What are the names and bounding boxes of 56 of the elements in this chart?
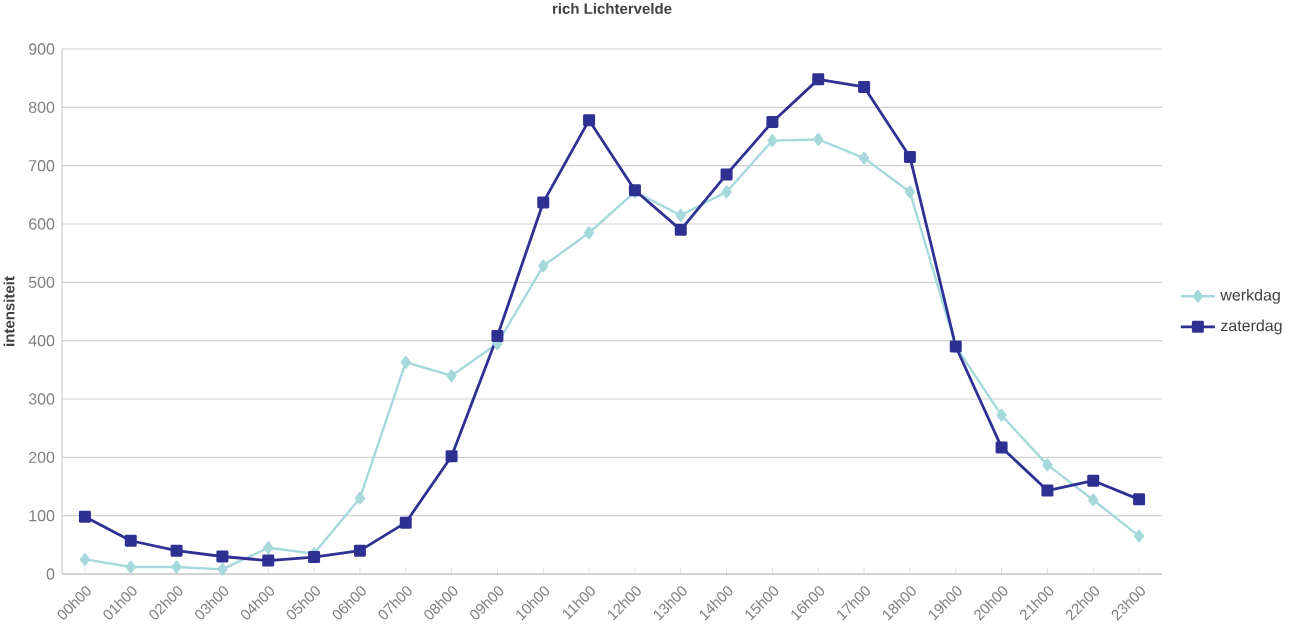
point bbox=[79, 553, 91, 566]
point bbox=[170, 544, 183, 557]
point bbox=[308, 551, 321, 564]
point bbox=[858, 80, 871, 93]
y-axis-title: intensiteit bbox=[3, 276, 15, 346]
point bbox=[903, 150, 916, 163]
y-tick-label: 700 bbox=[29, 160, 55, 172]
point bbox=[675, 208, 686, 222]
point bbox=[217, 562, 228, 576]
y-tick-label: 300 bbox=[28, 393, 55, 405]
point bbox=[1133, 529, 1145, 543]
point bbox=[858, 151, 870, 165]
point bbox=[995, 441, 1008, 454]
point bbox=[399, 516, 412, 529]
point bbox=[171, 560, 182, 574]
point bbox=[674, 223, 687, 236]
point bbox=[583, 114, 596, 127]
point bbox=[538, 259, 549, 273]
point bbox=[720, 168, 733, 181]
legend-label: werkdag bbox=[1220, 288, 1280, 304]
y-tick-label: 600 bbox=[29, 218, 55, 230]
point bbox=[1042, 458, 1053, 472]
point bbox=[353, 544, 366, 557]
point bbox=[766, 115, 779, 128]
point bbox=[445, 450, 458, 463]
point bbox=[124, 534, 137, 547]
point bbox=[813, 133, 824, 146]
point bbox=[1088, 493, 1099, 507]
point bbox=[491, 330, 504, 343]
y-tick-label: 200 bbox=[29, 451, 55, 463]
y-tick-label: 400 bbox=[28, 335, 55, 347]
point bbox=[78, 510, 91, 523]
point bbox=[583, 226, 595, 240]
point bbox=[354, 491, 366, 505]
point bbox=[537, 196, 550, 209]
y-tick-label: 900 bbox=[29, 43, 55, 55]
point bbox=[263, 541, 274, 555]
point bbox=[1041, 484, 1054, 497]
y-tick-label: 100 bbox=[29, 510, 55, 522]
point bbox=[767, 134, 778, 147]
point bbox=[812, 73, 825, 86]
point bbox=[1133, 493, 1146, 506]
point bbox=[216, 550, 229, 563]
point bbox=[400, 355, 411, 369]
legend-label: zaterdag bbox=[1220, 319, 1282, 335]
point bbox=[996, 408, 1007, 422]
y-tick-label: 800 bbox=[28, 101, 55, 114]
point bbox=[262, 554, 275, 567]
point bbox=[904, 185, 916, 199]
y-tick-label: 500 bbox=[28, 276, 55, 289]
y-tick-label: 0 bbox=[46, 568, 55, 580]
chart-title: rich Lichtervelde bbox=[552, 2, 672, 14]
point bbox=[446, 369, 457, 383]
point bbox=[1087, 474, 1100, 487]
point bbox=[125, 560, 136, 574]
point bbox=[721, 185, 732, 199]
